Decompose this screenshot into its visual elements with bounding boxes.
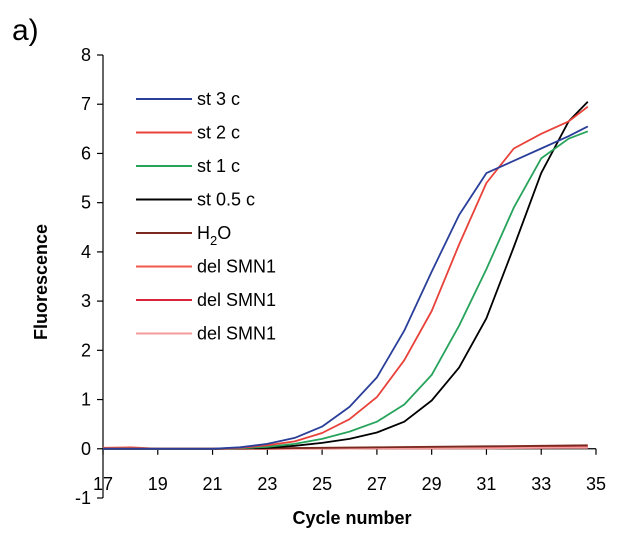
legend-label: del SMN1 xyxy=(197,257,276,277)
x-axis-ticks: 17 19 21 23 25 27 29 31 33 35 xyxy=(93,448,606,494)
y-axis-ticks: -1 0 1 2 3 4 5 6 7 8 xyxy=(75,45,103,508)
x-tick-label: 33 xyxy=(531,474,551,494)
legend-label: st 1 c xyxy=(197,156,240,176)
y-tick-label: 8 xyxy=(81,45,91,65)
x-tick-label: 27 xyxy=(367,474,387,494)
legend-label: st 0.5 c xyxy=(197,190,255,210)
x-tick-label: 25 xyxy=(312,474,332,494)
y-tick-label: 3 xyxy=(81,291,91,311)
series-line-2 xyxy=(103,130,589,450)
y-tick-label: 7 xyxy=(81,94,91,114)
series-lines xyxy=(102,101,589,450)
panel-label: a) xyxy=(12,14,39,47)
legend-label: st 2 c xyxy=(197,123,240,143)
y-tick-label: -1 xyxy=(75,488,91,508)
y-tick-label: 1 xyxy=(81,390,91,410)
x-tick-label: 29 xyxy=(422,474,442,494)
x-tick-label: 19 xyxy=(148,474,168,494)
legend-label: st 3 c xyxy=(197,89,240,109)
series-line-3 xyxy=(103,101,589,450)
x-tick-label: 21 xyxy=(203,474,223,494)
x-axis-label: Cycle number xyxy=(292,508,411,528)
x-tick-label: 31 xyxy=(476,474,496,494)
legend-label: del SMN1 xyxy=(197,324,276,344)
series-line-0 xyxy=(103,125,589,450)
legend-label: del SMN1 xyxy=(197,290,276,310)
y-tick-label: 5 xyxy=(81,193,91,213)
y-tick-label: 2 xyxy=(81,340,91,360)
x-tick-label: 23 xyxy=(257,474,277,494)
legend: st 3 c st 2 c st 1 c st 0.5 c H2O del SMN1 del… xyxy=(136,89,276,344)
y-tick-label: 4 xyxy=(81,242,91,262)
y-axis-label: Fluorescence xyxy=(31,224,51,340)
legend-label: H2O xyxy=(197,223,231,248)
y-tick-label: 6 xyxy=(81,143,91,163)
x-tick-label: 35 xyxy=(586,474,606,494)
y-tick-label: 0 xyxy=(81,439,91,459)
series-line-1 xyxy=(103,105,589,450)
